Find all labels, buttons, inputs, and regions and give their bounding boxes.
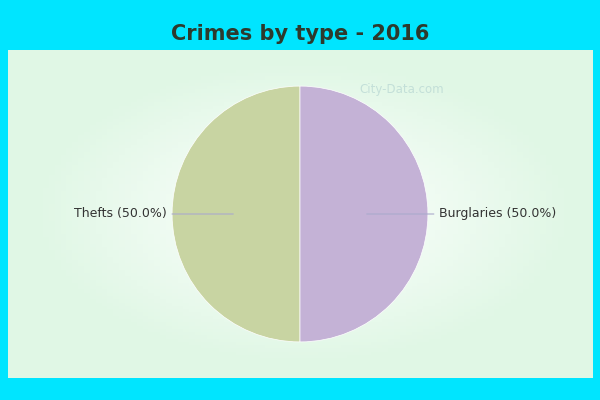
Text: Crimes by type - 2016: Crimes by type - 2016	[171, 24, 429, 44]
Text: City-Data.com: City-Data.com	[359, 83, 443, 96]
Wedge shape	[300, 86, 428, 342]
Text: Thefts (50.0%): Thefts (50.0%)	[74, 208, 233, 220]
Wedge shape	[172, 86, 300, 342]
Text: Burglaries (50.0%): Burglaries (50.0%)	[367, 208, 557, 220]
